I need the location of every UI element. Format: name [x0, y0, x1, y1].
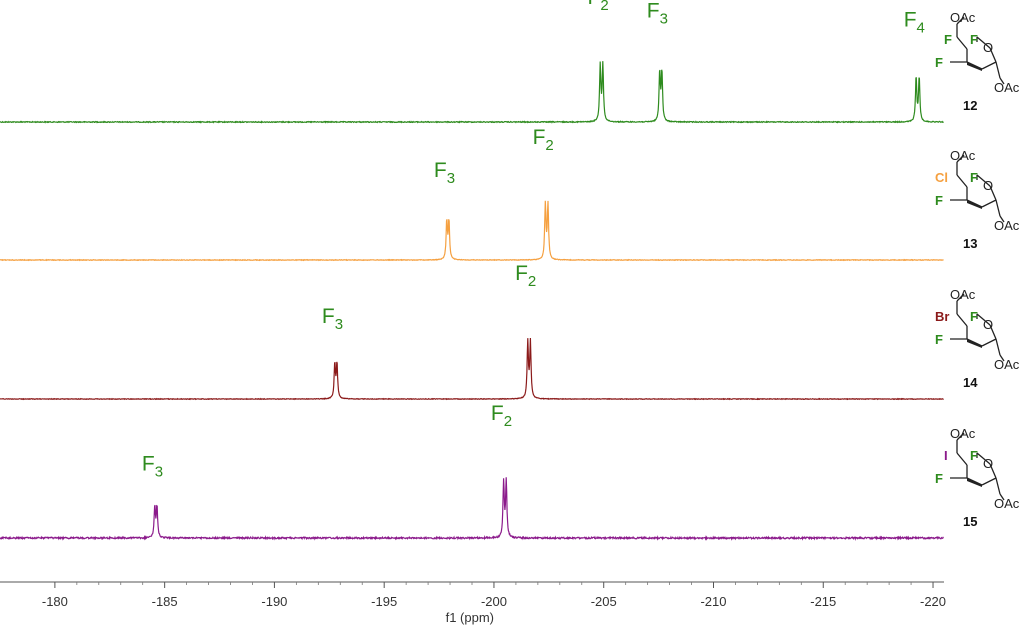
spectrum-trace-15: [0, 477, 944, 542]
halogen-substituent: F: [944, 32, 952, 47]
bond-line: [956, 174, 968, 188]
oac-bottom-text: OAc: [994, 357, 1020, 372]
bond-line: [995, 199, 1001, 217]
x-axis: -180 -185 -190 -195 -200 -205 -210 -215 -220 f1 (…: [0, 581, 946, 625]
compound-number-12: 12: [963, 98, 977, 113]
bond-line: [956, 313, 968, 327]
x-tick-label: -215: [810, 594, 836, 609]
ring-oxygen-text: O: [983, 40, 993, 55]
x-tick-label: -195: [371, 594, 397, 609]
bond-line: [981, 338, 997, 347]
bond-line: [981, 199, 997, 208]
bond-line: [999, 77, 1005, 85]
fluorine-c3-text: F: [935, 471, 943, 486]
spectrum-trace-12: [0, 61, 944, 124]
bond-line: [956, 432, 965, 441]
x-tick-label: -180: [42, 594, 68, 609]
peak-label-13-F3: F3: [434, 159, 455, 187]
bond-line: [956, 154, 965, 163]
compound-number-13: 13: [963, 236, 977, 251]
ring-oxygen-text: O: [983, 456, 993, 471]
oac-bottom-text: OAc: [994, 496, 1020, 511]
x-tick-label: -205: [591, 594, 617, 609]
bond-line: [976, 313, 991, 326]
ring-oxygen-text: O: [983, 317, 993, 332]
bond-line: [995, 61, 1001, 79]
bond-line: [956, 293, 965, 302]
wedge-bond: [967, 62, 982, 71]
x-tick-label: -200: [481, 594, 507, 609]
spectrum-trace-14: [0, 337, 944, 401]
peak-label-12-F3: F3: [647, 0, 668, 27]
fluorine-c3-text: F: [935, 332, 943, 347]
peak-labels-layer: F2 F3 F4 F3 F2 F3 F2 F3 F2: [142, 0, 925, 480]
bond-line: [976, 36, 991, 49]
bond-line: [989, 47, 997, 63]
wedge-bond: [967, 478, 982, 487]
fluorine-c3-text: F: [935, 55, 943, 70]
bond-line: [981, 61, 997, 70]
bond-line: [976, 452, 991, 465]
halogen-substituent: I: [944, 448, 948, 463]
bond-line: [999, 493, 1005, 501]
halogen-substituent: Br: [935, 309, 949, 324]
spectrum-trace-13: [0, 200, 944, 262]
bond-line: [999, 215, 1005, 223]
bond-line: [999, 354, 1005, 362]
oac-top-text: OAc: [950, 148, 976, 163]
bond-line: [995, 338, 1001, 356]
peak-label-14-F3: F3: [322, 305, 343, 333]
bond-line: [956, 36, 968, 50]
wedge-bond: [967, 200, 982, 209]
fluorine-c2-text: F: [970, 32, 978, 47]
oac-top-text: OAc: [950, 426, 976, 441]
x-tick-label: -185: [152, 594, 178, 609]
compound-number-15: 15: [963, 514, 977, 529]
spectra-layer: [0, 61, 944, 542]
bond-line: [995, 477, 1001, 495]
halogen-substituent: Cl: [935, 170, 948, 185]
bond-line: [989, 324, 997, 340]
fluorine-c3-text: F: [935, 193, 943, 208]
fluorine-c2-text: F: [970, 309, 978, 324]
peak-label-15-F3: F3: [142, 452, 163, 480]
bond-line: [956, 16, 965, 25]
peak-label-12-F4: F4: [904, 8, 925, 36]
bond-line: [989, 463, 997, 479]
compound-number-14: 14: [963, 375, 978, 390]
wedge-bond: [967, 339, 982, 348]
bond-line: [976, 174, 991, 187]
peak-label-12-F2: F2: [588, 0, 609, 14]
bond-line: [956, 452, 968, 466]
x-tick-label: -210: [700, 594, 726, 609]
x-tick-label: -220: [920, 594, 946, 609]
peak-label-14-F2: F2: [515, 262, 536, 290]
peak-label-13-F2: F2: [533, 126, 554, 154]
x-tick-label: -190: [261, 594, 287, 609]
bond-line: [989, 185, 997, 201]
oac-top-text: OAc: [950, 287, 976, 302]
bond-line: [981, 477, 997, 486]
x-axis-title: f1 (ppm): [446, 610, 494, 625]
fluorine-c2-text: F: [970, 448, 978, 463]
oac-top-text: OAc: [950, 10, 976, 25]
oac-bottom-text: OAc: [994, 218, 1020, 233]
oac-bottom-text: OAc: [994, 80, 1020, 95]
fluorine-c2-text: F: [970, 170, 978, 185]
peak-label-15-F2: F2: [491, 402, 512, 430]
ring-oxygen-text: O: [983, 178, 993, 193]
